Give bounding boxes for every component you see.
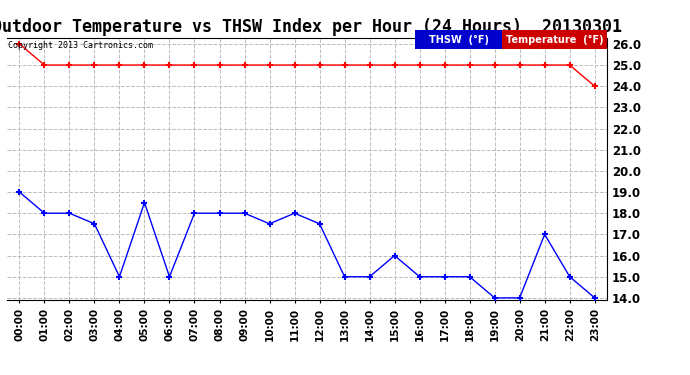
FancyBboxPatch shape	[502, 30, 607, 50]
Text: Copyright 2013 Cartronics.com: Copyright 2013 Cartronics.com	[8, 42, 152, 51]
Text: THSW  (°F): THSW (°F)	[428, 34, 489, 45]
FancyBboxPatch shape	[415, 30, 502, 50]
Title: Outdoor Temperature vs THSW Index per Hour (24 Hours)  20130301: Outdoor Temperature vs THSW Index per Ho…	[0, 18, 622, 36]
Text: Temperature  (°F): Temperature (°F)	[506, 34, 604, 45]
